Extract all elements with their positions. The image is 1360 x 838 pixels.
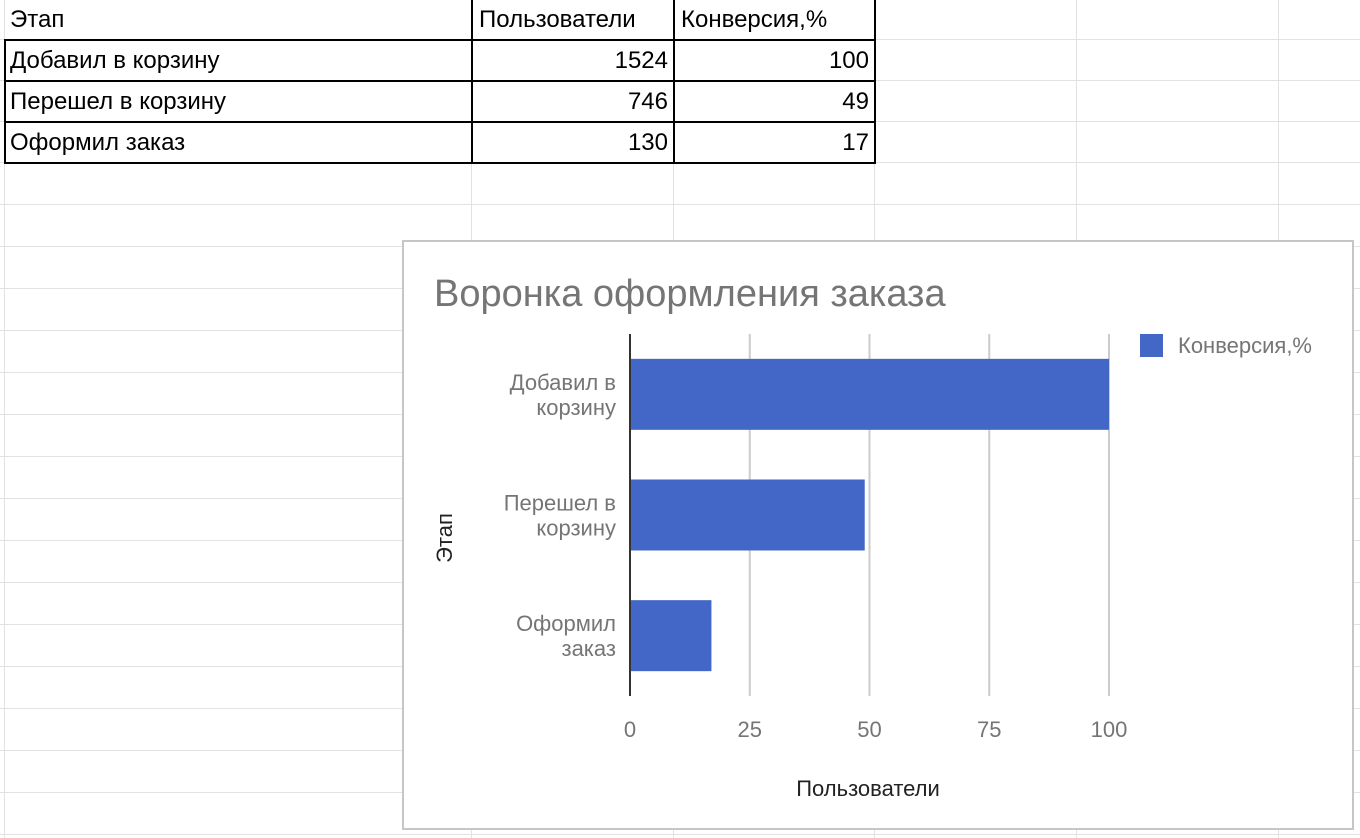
table-border bbox=[4, 39, 6, 164]
table-border bbox=[874, 0, 876, 164]
row-3-conversion[interactable]: 17 bbox=[842, 129, 869, 156]
table-border bbox=[4, 80, 876, 82]
row-3-users[interactable]: 130 bbox=[627, 129, 668, 156]
y-category-label: Перешел в bbox=[504, 491, 616, 516]
table-border bbox=[673, 0, 675, 164]
y-axis-title: Этап bbox=[432, 513, 457, 563]
x-tick-label: 75 bbox=[977, 717, 1001, 742]
y-category-label: Добавил в bbox=[510, 370, 616, 395]
header-cell-users[interactable]: Пользователи bbox=[479, 6, 636, 33]
bar[interactable] bbox=[630, 479, 865, 551]
x-tick-label: 100 bbox=[1091, 717, 1128, 742]
sheet-row-line bbox=[0, 834, 1360, 835]
sheet-row-line bbox=[0, 204, 1360, 205]
table-border bbox=[4, 39, 876, 41]
funnel-chart[interactable]: Воронка оформления заказа 0 25 50 75 100 Доб… bbox=[402, 240, 1354, 830]
chart-title: Воронка оформления заказа bbox=[434, 273, 946, 315]
x-axis-title: Пользователи bbox=[796, 776, 940, 801]
row-2-users[interactable]: 746 bbox=[627, 88, 668, 115]
x-tick-label: 0 bbox=[624, 717, 636, 742]
legend-label: Конверсия,% bbox=[1178, 333, 1312, 358]
bar[interactable] bbox=[630, 600, 712, 672]
row-1-conversion[interactable]: 100 bbox=[828, 47, 869, 74]
table-border bbox=[4, 121, 876, 123]
header-cell-conversion[interactable]: Конверсия,% bbox=[681, 6, 828, 33]
chart-legend[interactable]: Конверсия,% bbox=[1140, 333, 1312, 358]
row-1-users[interactable]: 1524 bbox=[614, 47, 668, 74]
table-border bbox=[471, 0, 473, 164]
row-1-stage[interactable]: Добавил в корзину bbox=[10, 47, 220, 74]
chart-bars bbox=[629, 334, 1109, 696]
header-cell-stage[interactable]: Этап bbox=[10, 6, 65, 33]
x-tick-label: 25 bbox=[738, 717, 762, 742]
sheet-column-line bbox=[4, 0, 5, 838]
y-category-label: Оформил bbox=[516, 611, 616, 636]
y-category-label: корзину bbox=[536, 516, 616, 541]
row-2-conversion[interactable]: 49 bbox=[842, 88, 869, 115]
bar[interactable] bbox=[630, 358, 1109, 430]
chart-canvas: Воронка оформления заказа 0 25 50 75 100 Доб… bbox=[432, 273, 1312, 801]
row-2-stage[interactable]: Перешел в корзину bbox=[10, 88, 227, 115]
y-category-label: заказ bbox=[561, 636, 616, 661]
table-border bbox=[4, 162, 876, 164]
legend-swatch bbox=[1140, 334, 1163, 357]
y-category-label: корзину bbox=[536, 395, 616, 420]
x-tick-label: 50 bbox=[857, 717, 881, 742]
row-3-stage[interactable]: Оформил заказ bbox=[10, 129, 186, 156]
x-axis-ticks: 0 25 50 75 100 bbox=[624, 717, 1127, 742]
